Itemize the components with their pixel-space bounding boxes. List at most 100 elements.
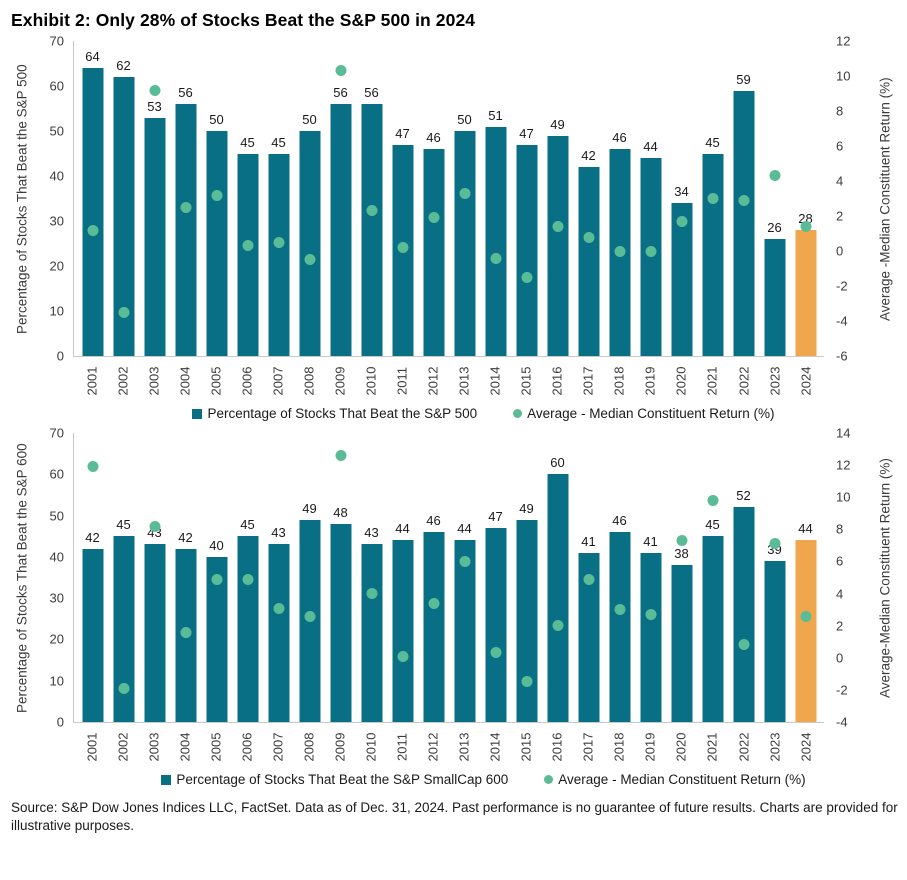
bar-value-label: 41 <box>581 533 596 549</box>
bar-value-label: 53 <box>147 98 162 114</box>
scatter-dot-2016 <box>552 620 563 632</box>
bar-2017 <box>578 552 599 722</box>
legend-label: Percentage of Stocks That Beat the S&P 5… <box>207 406 478 421</box>
legend-circle-marker <box>544 775 554 784</box>
x-tick-label: 2023 <box>767 366 783 396</box>
bar-value-label: 40 <box>209 537 224 553</box>
x-tick-label: 2008 <box>301 366 317 396</box>
y-tick-right: 12 <box>836 33 851 49</box>
scatter-dot-2006 <box>242 573 253 585</box>
bar-2006 <box>237 536 258 722</box>
bar-2009 <box>330 523 351 722</box>
bar-column-2006: 45 <box>232 433 263 722</box>
bar-2003 <box>144 117 165 356</box>
y-axis-label-left: Percentage of Stocks That Beat the S&P 6… <box>14 443 30 713</box>
x-tick-label: 2005 <box>208 732 224 762</box>
y-tick-left: 70 <box>49 425 64 441</box>
x-tick-label: 2011 <box>394 733 410 761</box>
x-tick-2015: 2015 <box>511 726 542 770</box>
bar-column-2011: 44 <box>387 433 418 722</box>
y-tick-left: 20 <box>49 258 64 274</box>
bar-column-2003: 53 <box>139 41 170 356</box>
x-tick-2024: 2024 <box>790 726 821 770</box>
bar-2002 <box>113 536 134 722</box>
x-tick-label: 2022 <box>736 732 751 762</box>
scatter-dot-2013 <box>459 187 470 199</box>
scatter-dot-2015 <box>521 676 532 688</box>
bar-value-label: 62 <box>116 58 131 73</box>
bar-column-2010: 43 <box>356 433 387 722</box>
bar-2021 <box>702 153 723 356</box>
bar-2013 <box>454 540 475 722</box>
x-tick-label: 2016 <box>549 366 565 396</box>
x-tick-2018: 2018 <box>604 726 635 770</box>
y-tick-left: 10 <box>49 673 64 689</box>
bar-column-2017: 41 <box>573 433 604 722</box>
bar-column-2007: 43 <box>263 433 294 722</box>
bar-column-2019: 44 <box>635 41 666 356</box>
x-tick-2019: 2019 <box>635 726 666 770</box>
x-tick-label: 2004 <box>177 732 193 762</box>
x-tick-2002: 2002 <box>107 360 138 404</box>
scatter-dot-2021 <box>707 494 718 506</box>
bar-value-label: 38 <box>674 546 689 562</box>
bar-column-2021: 45 <box>697 433 728 722</box>
bar-column-2001: 64 <box>77 41 108 356</box>
legend-square-marker <box>192 408 203 419</box>
y-axis-ticks-right: 12 10 8 6 4 2 0 -2 -4 -6 <box>824 35 872 363</box>
x-tick-2014: 2014 <box>480 360 511 404</box>
scatter-dot-2006 <box>242 240 253 252</box>
x-tick-2005: 2005 <box>200 360 231 404</box>
x-tick-label: 2003 <box>146 366 162 396</box>
bar-2015 <box>516 144 537 356</box>
bar-2014 <box>485 527 506 722</box>
bar-column-2003: 43 <box>139 433 170 722</box>
scatter-dot-2024 <box>800 221 811 232</box>
bar-column-2013: 44 <box>449 433 480 722</box>
x-tick-2022: 2022 <box>728 360 759 404</box>
scatter-dot-2011 <box>397 242 408 253</box>
x-tick-label: 2009 <box>332 366 348 396</box>
y-axis-label-right: Average-Median Constituent Return (%) <box>877 458 893 698</box>
bar-value-label: 60 <box>550 455 565 471</box>
x-tick-2003: 2003 <box>138 726 169 770</box>
bar-column-2012: 46 <box>418 433 449 722</box>
bar-value-label: 47 <box>488 508 503 524</box>
chart-sp500: Percentage of Stocks That Beat the S&P 5… <box>9 35 898 404</box>
y-tick-left: 60 <box>49 78 64 94</box>
scatter-dot-2015 <box>521 271 532 283</box>
bar-column-2015: 49 <box>511 433 542 722</box>
scatter-dot-2003 <box>149 84 160 96</box>
y-tick-left: 20 <box>49 631 64 647</box>
bar-value-label: 46 <box>426 513 441 529</box>
bar-value-label: 51 <box>488 107 503 123</box>
x-axis-labels: 2001 2002 2003 2004 2005 2006 2007 2008 2009 2010… <box>73 360 824 404</box>
bar-2007 <box>268 544 289 722</box>
x-tick-label: 2010 <box>363 732 379 762</box>
x-tick-label: 2023 <box>767 732 783 762</box>
x-tick-label: 2019 <box>642 732 658 762</box>
bar-column-2013: 50 <box>449 41 480 356</box>
legend-item: Percentage of Stocks That Beat the S&P 5… <box>192 406 477 421</box>
bar-2022 <box>733 90 754 356</box>
x-tick-label: 2014 <box>487 366 503 396</box>
x-tick-2015: 2015 <box>511 360 542 404</box>
x-tick-2009: 2009 <box>324 726 355 770</box>
x-tick-label: 2005 <box>208 366 224 396</box>
x-tick-2012: 2012 <box>418 360 449 404</box>
x-tick-2012: 2012 <box>418 726 449 770</box>
scatter-dot-2005 <box>211 189 222 201</box>
bar-2001 <box>82 68 103 356</box>
y-tick-right: 0 <box>836 650 844 666</box>
x-tick-2020: 2020 <box>666 360 697 404</box>
x-tick-2013: 2013 <box>449 360 480 404</box>
bar-2019 <box>640 552 661 722</box>
x-tick-label: 2017 <box>580 732 596 762</box>
scatter-dot-2018 <box>614 604 625 616</box>
x-tick-label: 2024 <box>798 366 814 396</box>
scatter-dot-2003 <box>149 520 160 532</box>
bar-2023 <box>764 239 785 356</box>
source-note: Source: S&P Dow Jones Indices LLC, FactS… <box>11 800 898 834</box>
y-tick-right: -2 <box>836 278 848 294</box>
bar-column-2001: 42 <box>77 433 108 722</box>
